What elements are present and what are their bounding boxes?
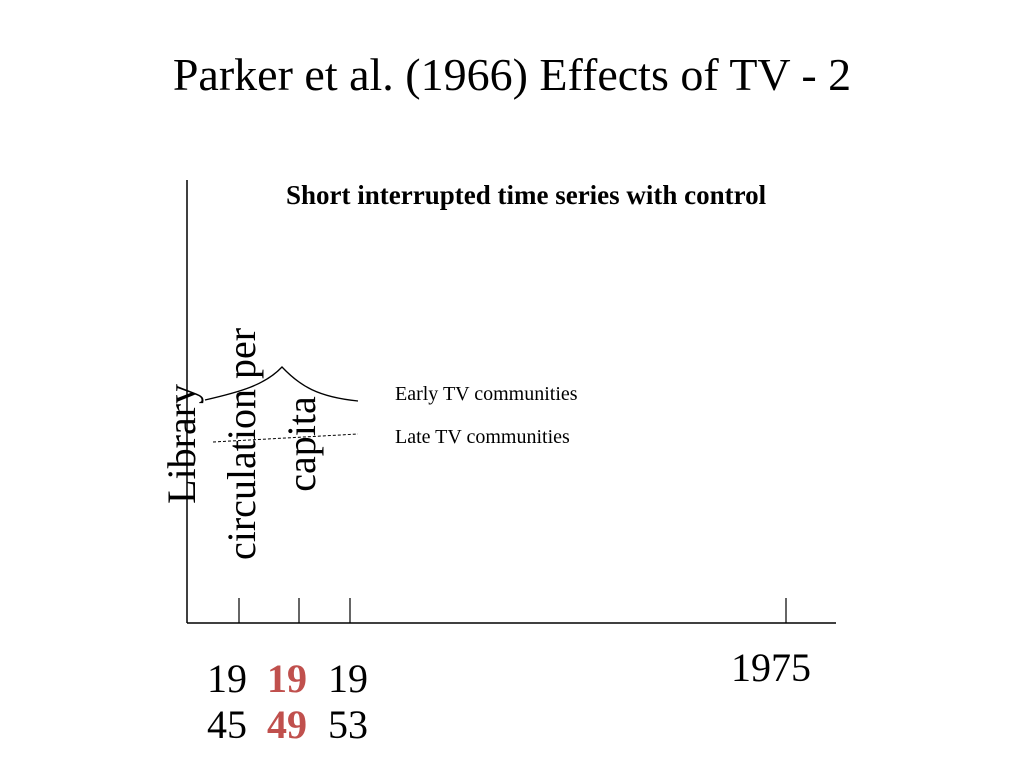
x-tick-label-1975: 1975	[731, 645, 811, 690]
x-tick-label-1945-bottom: 45	[207, 702, 247, 747]
legend-early-tv: Early TV communities	[395, 383, 578, 405]
legend-late-tv: Late TV communities	[395, 426, 570, 448]
y-axis-label-line-2: circulation per	[219, 327, 264, 560]
early-tv-curve	[204, 366, 359, 402]
slide-title: Parker et al. (1966) Effects of TV - 2	[172, 49, 852, 100]
x-tick-label-1945: 19 45	[207, 656, 247, 748]
x-tick-label-1949-top: 19	[267, 656, 307, 701]
x-tick-label-1953-bottom: 53	[328, 702, 368, 747]
x-tick-label-1949-bottom: 49	[267, 702, 307, 747]
x-tick-label-1953-top: 19	[328, 656, 368, 701]
diagram-subtitle: Short interrupted time series with contr…	[286, 180, 767, 210]
y-axis-label: Library circulation per capita	[152, 328, 332, 560]
x-tick-label-1949: 19 49	[267, 656, 307, 748]
x-tick-label-1953: 19 53	[328, 656, 368, 748]
x-tick-label-1945-top: 19	[207, 656, 247, 701]
y-axis-label-line-1: Library	[159, 383, 204, 504]
late-tv-curve	[212, 433, 359, 443]
y-axis-label-line-3: capita	[279, 396, 324, 492]
